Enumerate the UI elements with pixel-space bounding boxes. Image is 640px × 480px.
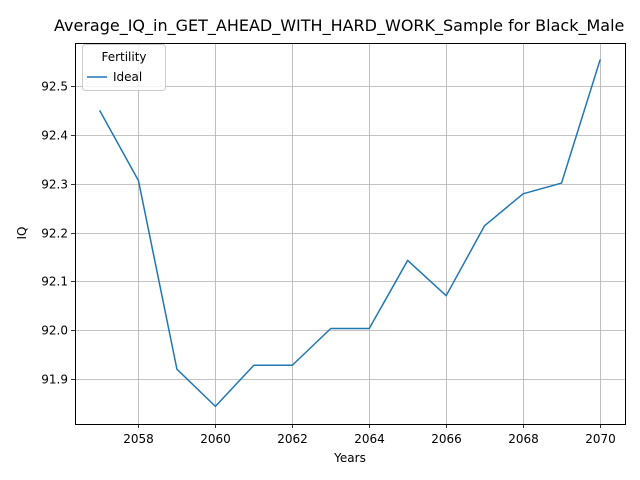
series-layer <box>98 59 601 408</box>
y-tick-label: 92.0 <box>41 324 68 338</box>
x-tick-label: 2070 <box>585 432 616 446</box>
plot-frame <box>75 43 626 425</box>
x-axis-label: Years <box>333 451 366 465</box>
y-axis: 91.9 92.0 92.1 92.2 92.3 92.4 92.5 <box>41 80 75 387</box>
y-axis-label: IQ <box>15 227 29 240</box>
x-tick-label: 2064 <box>354 432 385 446</box>
x-tick-label: 2062 <box>277 432 308 446</box>
grid <box>75 43 625 424</box>
legend: Fertility Ideal <box>82 44 166 91</box>
x-tick-label: 2060 <box>200 432 231 446</box>
x-tick-label: 2066 <box>431 432 462 446</box>
x-tick-label: 2058 <box>123 432 154 446</box>
series-line-ideal <box>98 59 601 408</box>
y-tick-label: 92.2 <box>41 227 68 241</box>
chart-title: Average_IQ_in_GET_AHEAD_WITH_HARD_WORK_S… <box>54 16 624 36</box>
y-tick-label: 92.5 <box>41 80 68 94</box>
y-tick-label: 92.1 <box>41 275 68 289</box>
x-tick-label: 2068 <box>508 432 539 446</box>
x-axis: 2058 2060 2062 2064 2066 2068 2070 <box>123 424 616 446</box>
legend-box <box>82 44 166 91</box>
y-tick-label: 92.3 <box>41 178 68 192</box>
y-tick-label: 92.4 <box>41 129 68 143</box>
legend-label-ideal: Ideal <box>113 70 142 84</box>
y-tick-label: 91.9 <box>41 373 68 387</box>
legend-title: Fertility <box>101 50 146 64</box>
